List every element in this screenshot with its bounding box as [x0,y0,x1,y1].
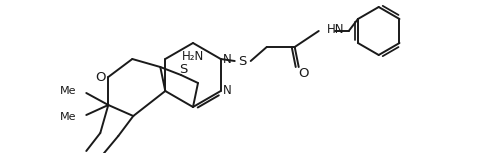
Text: S: S [239,54,247,67]
Text: HN: HN [327,22,344,35]
Text: N: N [223,84,232,97]
Text: S: S [179,62,187,75]
Text: O: O [298,67,309,80]
Text: N: N [223,52,232,65]
Text: Me: Me [60,86,76,96]
Text: O: O [95,71,106,84]
Text: H₂N: H₂N [182,50,204,62]
Text: Me: Me [60,112,76,122]
